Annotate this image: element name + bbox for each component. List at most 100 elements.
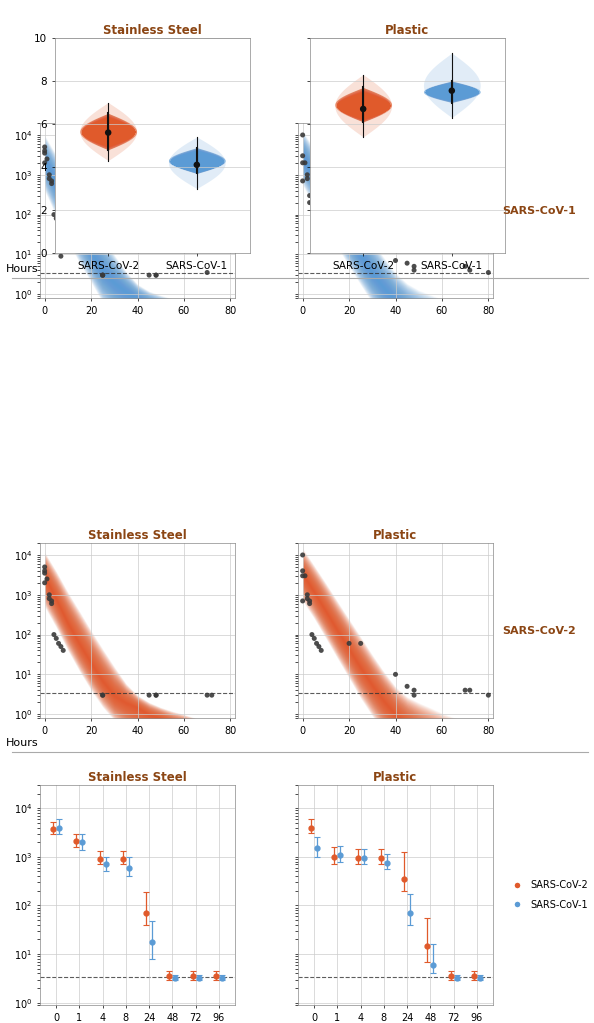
Point: [465, 262, 475, 278]
Point: [409, 682, 419, 699]
Title: Stainless Steel: Stainless Steel: [103, 24, 202, 37]
Point: [460, 682, 470, 699]
Point: [298, 127, 307, 143]
Point: [45, 586, 54, 603]
Point: [312, 211, 321, 227]
Point: [302, 167, 312, 183]
Point: [42, 571, 52, 587]
Title: Plastic: Plastic: [374, 771, 418, 784]
Point: [484, 264, 493, 280]
Point: [47, 592, 56, 609]
Point: [307, 626, 317, 642]
Point: [356, 635, 365, 652]
Point: [98, 267, 108, 283]
Point: [40, 575, 49, 591]
Point: [56, 638, 66, 655]
Point: [54, 635, 64, 652]
Point: [40, 565, 49, 581]
Point: [144, 687, 154, 704]
Point: [465, 682, 475, 699]
Point: [56, 248, 66, 264]
Point: [300, 568, 309, 584]
Point: [98, 687, 108, 704]
Point: [144, 267, 154, 283]
Point: [151, 267, 161, 283]
Point: [460, 258, 470, 274]
Point: [45, 171, 54, 187]
Point: [358, 101, 368, 118]
Point: [54, 215, 64, 231]
Point: [300, 154, 309, 171]
Point: [52, 630, 61, 647]
Point: [45, 590, 54, 607]
Point: [52, 211, 61, 227]
Point: [207, 687, 217, 704]
Point: [47, 595, 56, 612]
Point: [314, 213, 324, 229]
Point: [345, 635, 354, 652]
Point: [298, 147, 307, 164]
Point: [40, 563, 49, 579]
Point: [317, 642, 326, 659]
Point: [309, 630, 319, 647]
Point: [391, 253, 400, 269]
Title: Stainless Steel: Stainless Steel: [88, 529, 187, 542]
Point: [47, 175, 56, 191]
Point: [58, 222, 68, 238]
Title: Plastic: Plastic: [374, 529, 418, 542]
Text: Hours: Hours: [6, 264, 39, 274]
Point: [42, 150, 52, 167]
Point: [345, 211, 354, 227]
Point: [402, 678, 412, 695]
Point: [40, 145, 49, 162]
Point: [305, 592, 314, 609]
Point: [409, 258, 419, 274]
Point: [305, 194, 314, 211]
Point: [298, 568, 307, 584]
Point: [98, 687, 108, 704]
Point: [49, 626, 59, 642]
Point: [40, 142, 49, 159]
Point: [203, 687, 212, 704]
Legend: SARS-CoV-2, SARS-CoV-1: SARS-CoV-2, SARS-CoV-1: [508, 880, 587, 909]
Point: [192, 157, 201, 173]
Point: [305, 187, 314, 204]
Point: [309, 207, 319, 223]
Point: [312, 635, 321, 652]
Point: [402, 255, 412, 271]
Point: [356, 211, 365, 227]
Text: SARS-CoV-1: SARS-CoV-1: [502, 206, 576, 216]
Point: [447, 83, 457, 99]
Point: [298, 592, 307, 609]
Point: [298, 154, 307, 171]
Title: Stainless Steel: Stainless Steel: [88, 771, 187, 784]
Title: Plastic: Plastic: [386, 24, 429, 37]
Point: [302, 590, 312, 607]
Point: [298, 173, 307, 189]
Point: [98, 267, 108, 283]
Point: [298, 547, 307, 564]
Point: [49, 207, 59, 223]
Point: [305, 595, 314, 612]
Point: [302, 171, 312, 187]
Point: [58, 642, 68, 659]
Point: [47, 173, 56, 189]
Point: [314, 638, 324, 655]
Point: [307, 194, 317, 211]
Point: [409, 262, 419, 278]
Point: [151, 687, 161, 704]
Point: [391, 666, 400, 682]
Point: [151, 687, 161, 704]
Point: [40, 139, 49, 155]
Point: [484, 687, 493, 704]
Point: [103, 125, 113, 141]
Point: [45, 167, 54, 183]
Point: [40, 154, 49, 171]
Point: [298, 563, 307, 579]
Point: [40, 559, 49, 575]
Text: Hours: Hours: [6, 738, 39, 748]
Point: [203, 264, 212, 280]
Point: [302, 586, 312, 603]
Text: SARS-CoV-2: SARS-CoV-2: [502, 625, 576, 635]
Point: [409, 687, 419, 704]
